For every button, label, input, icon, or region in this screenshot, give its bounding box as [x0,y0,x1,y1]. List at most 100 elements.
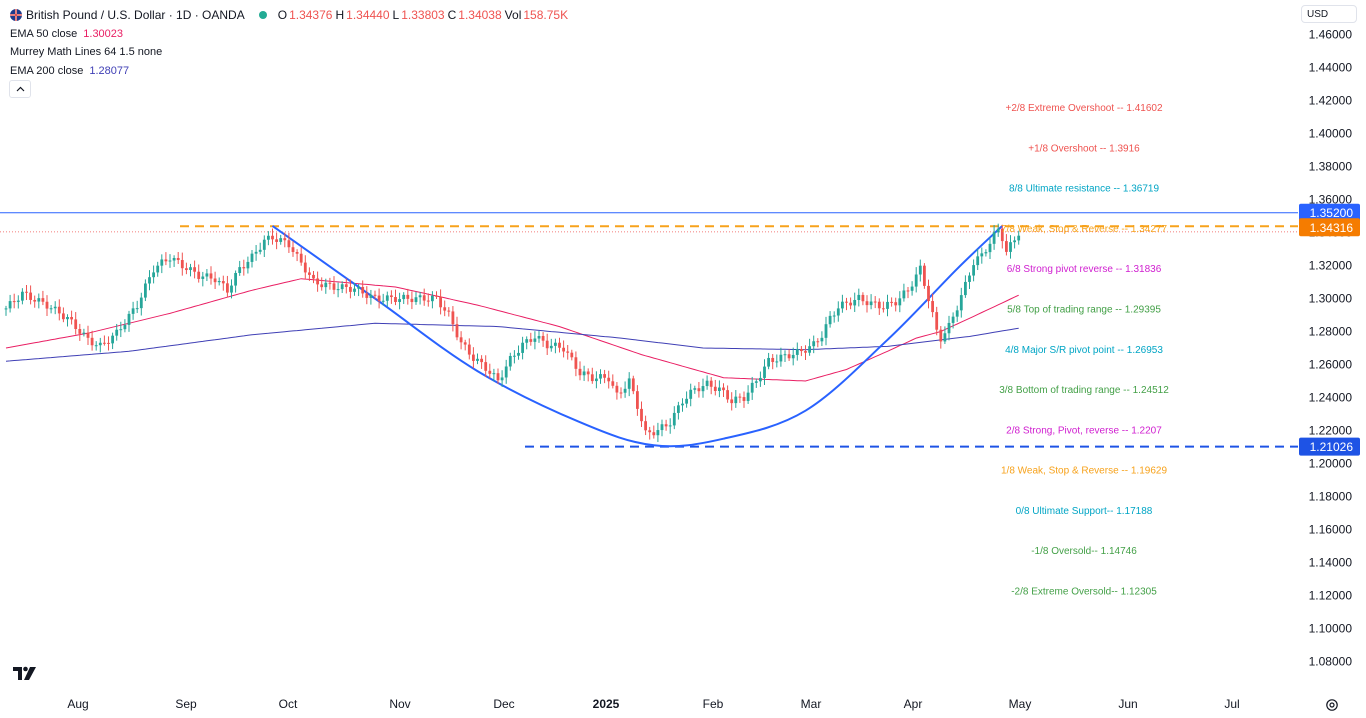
candle-body [426,300,430,302]
price-axis[interactable]: 1.46000 1.44000 1.42000 1.40000 1.38000 1.360… [1309,28,1353,669]
candle-body [513,355,516,357]
candle-body [763,366,766,378]
candle-body [70,316,73,320]
candle-body [939,329,943,342]
candle-body [299,253,303,263]
candle-body [906,290,910,292]
indicator-label: EMA 200 close [10,64,84,77]
candle-body [508,355,512,367]
candle-body [718,387,721,391]
candle-body [750,382,754,393]
indicator-row[interactable]: Murrey Math Lines 64 1.5 none [10,43,568,62]
candle-body [984,252,988,254]
indicator-lines [0,212,1298,448]
candle-body [570,352,574,358]
candle-body [873,301,877,303]
x-tick-label: May [1009,697,1032,711]
candle-body [439,296,442,308]
candle-body [791,354,795,359]
indicator-label: EMA 50 close [10,27,78,40]
candle-body [308,272,311,275]
candle-body [496,373,500,381]
candle-body [562,347,565,352]
candle-body [918,265,922,275]
y-tick-label: 1.44000 [1309,61,1353,75]
candle-body [267,235,270,240]
murrey-level-label: +2/8 Extreme Overshoot -- 1.41602 [1005,103,1162,114]
price-tag [1299,203,1360,222]
candle-body [820,337,824,342]
x-tick-label: Apr [904,697,923,711]
candle-body [836,308,840,316]
currency-select[interactable]: USD [1301,5,1357,23]
candle-body [160,259,164,266]
candle-body [152,272,155,278]
indicator-row[interactable]: EMA 200 close 1.28077 [10,62,568,81]
candle-body [86,332,90,338]
candle-body [947,322,951,334]
candle-body [685,398,688,404]
candle-body [656,430,660,436]
candle-body [931,301,934,313]
candle-body [238,267,242,273]
candle-body [775,361,779,363]
candle-body [537,335,541,339]
candle-body [53,306,57,309]
price-tag-label: 1.35200 [1310,206,1354,220]
candle-body [615,385,619,393]
candle-body [4,308,8,310]
price-tag-label: 1.21026 [1310,440,1354,454]
candle-body [943,333,947,342]
candle-body [115,329,119,336]
candle-body [923,265,926,286]
candle-body [689,389,693,399]
candle-body [78,329,82,334]
candle-body [767,357,770,367]
candle-body [525,339,529,343]
y-tick-label: 1.20000 [1309,457,1353,471]
candle-body [472,354,475,361]
candle-body [492,373,496,375]
candle-body [824,324,828,338]
candle-body [808,346,811,353]
chart-legend: British Pound / U.S. Dollar · 1D · OANDA… [10,6,568,80]
candle-body [500,377,504,381]
candle-body [144,283,147,298]
ohlc-value: 1.34038 [458,8,502,22]
candle-body [37,298,41,302]
candle-body [882,308,885,310]
symbol-row[interactable]: British Pound / U.S. Dollar · 1D · OANDA… [10,6,568,25]
candle-body [754,381,758,383]
gear-icon[interactable] [1325,698,1339,712]
candle-body [771,357,775,363]
candle-body [504,366,508,378]
candle-body [168,260,172,262]
indicator-row[interactable]: EMA 50 close 1.30023 [10,25,568,44]
murrey-level-label: +1/8 Overshoot -- 1.3916 [1028,143,1140,154]
candle-body [697,388,701,392]
candle-body [209,273,213,279]
time-axis[interactable]: Aug Sep Oct Nov Dec 2025 Feb Mar Apr May Jun Jul [67,697,1239,711]
ohlc-label: C [447,8,457,22]
candle-body [303,262,307,273]
murrey-level-label: 4/8 Major S/R pivot point -- 1.26953 [1005,345,1163,356]
candle-body [242,267,246,269]
x-tick-label: Nov [389,697,410,711]
candle-body [644,421,647,431]
indicator-value: 1.28077 [89,64,130,77]
candle-body [988,243,992,253]
y-tick-label: 1.16000 [1309,523,1353,537]
candle-body [480,358,483,363]
x-tick-label: Jul [1224,697,1239,711]
candle-body [603,374,606,378]
candle-body [533,338,537,342]
tradingview-logo-icon[interactable] [12,664,38,682]
y-tick-label: 1.10000 [1309,622,1353,636]
ohlc-label: O [277,8,288,22]
collapse-legend-button[interactable] [9,80,31,98]
ohlc-value: 1.34376 [289,8,333,22]
candle-body [521,342,524,353]
y-tick-label: 1.38000 [1309,160,1353,174]
candle-body [328,282,332,284]
